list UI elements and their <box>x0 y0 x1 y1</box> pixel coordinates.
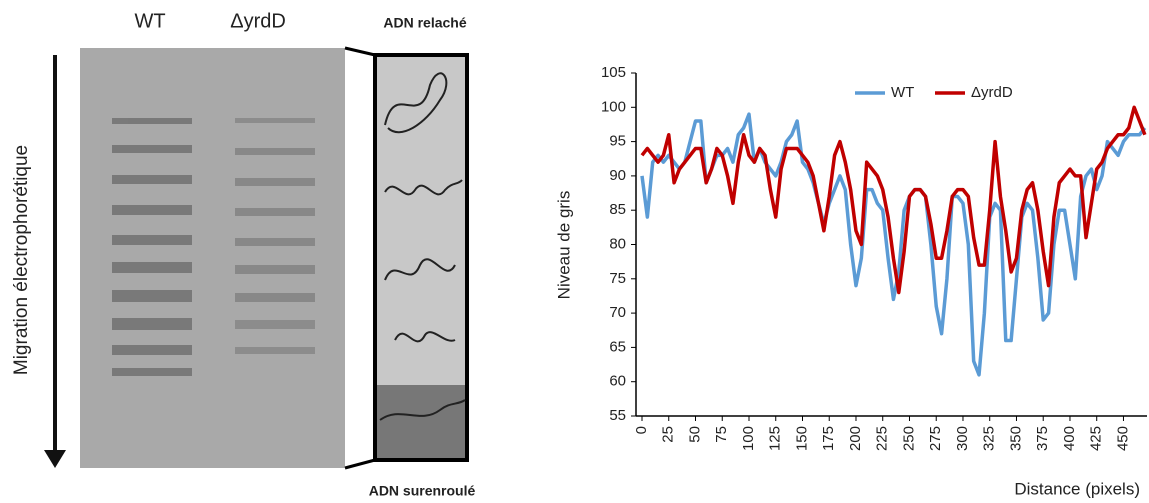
bracket <box>344 46 376 57</box>
y-tick-label: 65 <box>609 338 626 355</box>
x-tick-label: 175 <box>820 426 837 451</box>
line-series <box>640 105 1147 295</box>
y-tick-label: 95 <box>609 133 626 150</box>
x-tick-label: 450 <box>1114 426 1131 451</box>
x-tick-label: 350 <box>1007 426 1024 451</box>
bottom-label: ADN surenroulé <box>369 483 476 499</box>
x-tick-label: 250 <box>900 426 917 451</box>
lane-label: ΔyrdD <box>230 10 286 32</box>
y-tick-label: 85 <box>609 201 626 218</box>
x-tick-label: 50 <box>686 426 703 443</box>
y-axis-title: Niveau de gris <box>554 191 573 300</box>
x-tick-label: 400 <box>1061 426 1078 451</box>
legend-label: WT <box>891 84 914 101</box>
arrow-head <box>44 450 66 468</box>
y-tick-label: 100 <box>601 98 626 115</box>
x-tick-label: 100 <box>740 426 757 451</box>
y-tick-label: 105 <box>601 64 626 81</box>
gel-bands <box>112 118 315 376</box>
y-tick-label: 75 <box>609 270 626 287</box>
x-axis-title: Distance (pixels) <box>1014 479 1140 498</box>
x-tick-label: 425 <box>1088 426 1105 451</box>
line-series <box>640 112 1147 377</box>
micrograph-dark <box>377 385 465 458</box>
x-tick-label: 300 <box>954 426 971 451</box>
x-tick-label: 125 <box>767 426 784 451</box>
x-tick-label: 0 <box>633 426 650 434</box>
x-tick-label: 275 <box>927 426 944 451</box>
lane-label: WT <box>134 10 165 32</box>
x-tick-label: 75 <box>713 426 730 443</box>
x-tick-label: 375 <box>1034 426 1051 451</box>
y-tick-label: 70 <box>609 304 626 321</box>
y-tick-label: 90 <box>609 167 626 184</box>
dna-sketches <box>379 72 466 421</box>
y-tick-label: 60 <box>609 373 626 390</box>
top-label: ADN relaché <box>383 15 466 31</box>
y-tick-label: 55 <box>609 407 626 424</box>
x-tick-label: 150 <box>793 426 810 451</box>
x-tick-label: 225 <box>874 426 891 451</box>
y-tick-label: 80 <box>609 235 626 252</box>
x-tick-label: 25 <box>660 426 677 443</box>
gel-image <box>80 48 345 468</box>
x-tick-label: 325 <box>981 426 998 451</box>
bracket <box>344 458 376 470</box>
gel-axis-label: Migration électrophorétique <box>11 145 32 375</box>
x-tick-label: 200 <box>847 426 864 451</box>
legend-label: ΔyrdD <box>971 84 1013 101</box>
